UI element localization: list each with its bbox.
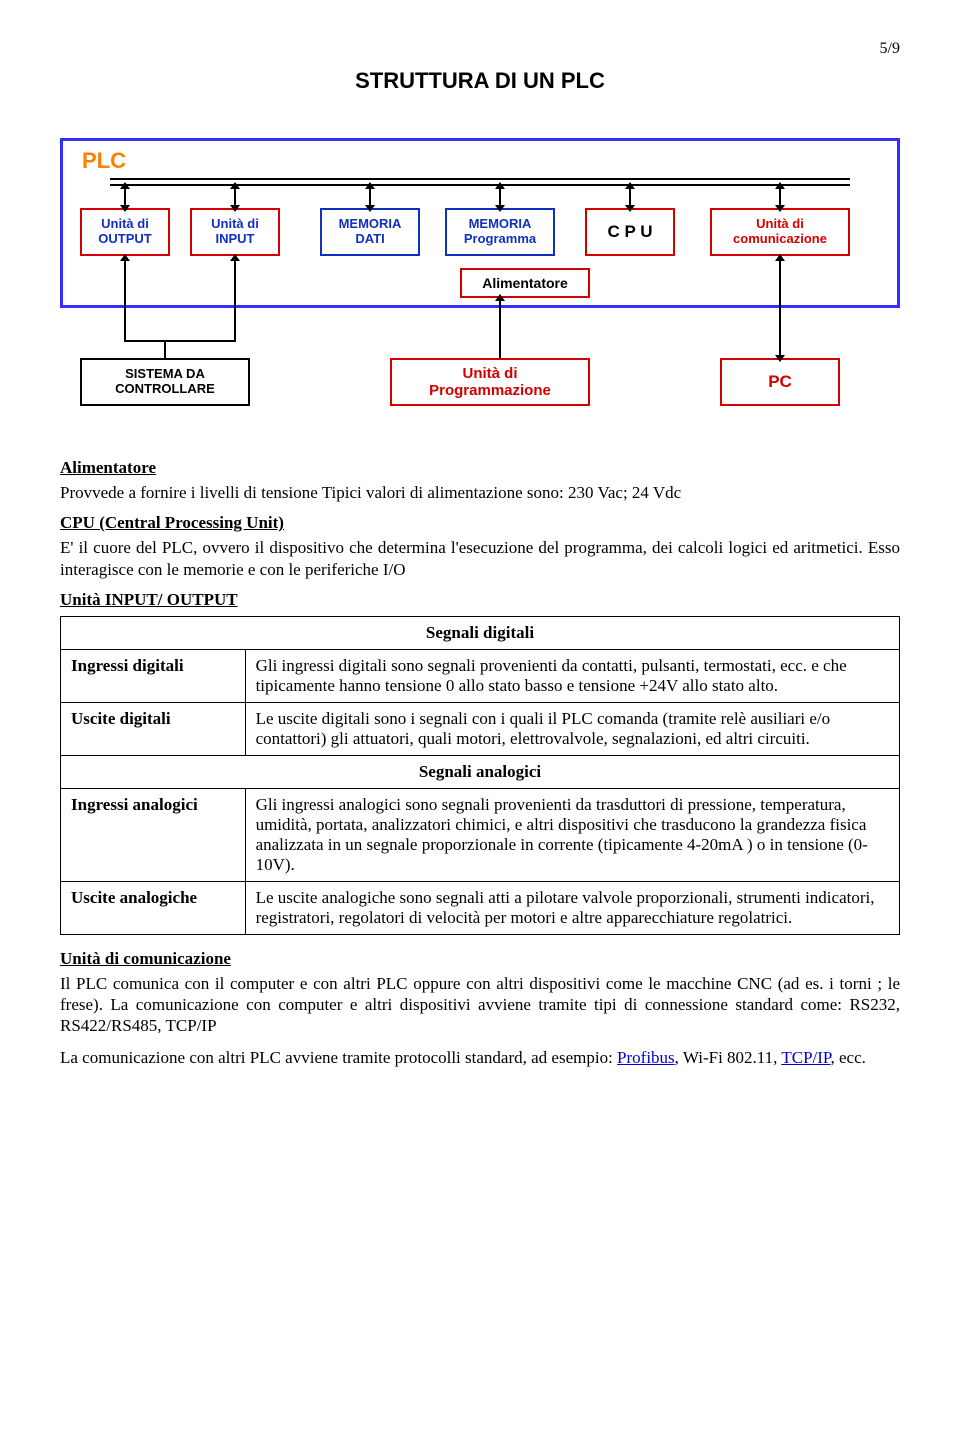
alimentatore-heading: Alimentatore	[60, 458, 156, 477]
conn-cpu	[629, 188, 631, 206]
plc-diagram: PLC Unità diOUTPUT Unità diINPUT MEMORIA…	[60, 108, 900, 438]
plc-label: PLC	[82, 148, 126, 174]
row-ingressi-analogici-label: Ingressi analogici	[61, 788, 246, 881]
box-comm: Unità dicomunicazione	[710, 208, 850, 256]
section-cpu: CPU (Central Processing Unit) E' il cuor…	[60, 513, 900, 580]
section-io: Unità INPUT/ OUTPUT	[60, 590, 900, 610]
page-title: STRUTTURA DI UN PLC	[60, 68, 900, 94]
conn-memprog	[499, 188, 501, 206]
comm-p2-a: La comunicazione con altri PLC avviene t…	[60, 1048, 617, 1067]
alimentatore-text: Provvede a fornire i livelli di tensione…	[60, 482, 900, 503]
line-out-down	[124, 300, 126, 340]
hdr-digital: Segnali digitali	[61, 616, 900, 649]
row-uscite-analogiche-text: Le uscite analogiche sono segnali atti a…	[245, 881, 899, 934]
link-profibus[interactable]: Profibus	[617, 1048, 675, 1067]
page-number: 5/9	[60, 40, 900, 58]
arrow-in-sys	[234, 260, 236, 300]
row-ingressi-analogici-text: Gli ingressi analogici sono segnali prov…	[245, 788, 899, 881]
row-uscite-digitali-text: Le uscite digitali sono i segnali con i …	[245, 702, 899, 755]
conn-output	[124, 188, 126, 206]
box-mem-prog: MEMORIAProgramma	[445, 208, 555, 256]
line-in-down	[234, 300, 236, 340]
conn-comm	[779, 188, 781, 206]
row-ingressi-digitali-label: Ingressi digitali	[61, 649, 246, 702]
comunicazione-p1: Il PLC comunica con il computer e con al…	[60, 973, 900, 1037]
row-uscite-analogiche-label: Uscite analogiche	[61, 881, 246, 934]
hdr-analog: Segnali analogici	[61, 755, 900, 788]
bus-top	[110, 178, 850, 180]
signals-table: Segnali digitali Ingressi digitali Gli i…	[60, 616, 900, 935]
comm-p2-b: , Wi-Fi 802.11,	[675, 1048, 782, 1067]
line-sys-drop	[164, 340, 166, 358]
row-uscite-digitali-label: Uscite digitali	[61, 702, 246, 755]
box-sistema: SISTEMA DACONTROLLARE	[80, 358, 250, 406]
conn-input	[234, 188, 236, 206]
box-pc: PC	[720, 358, 840, 406]
comunicazione-heading: Unità di comunicazione	[60, 949, 231, 968]
arrow-out-sys	[124, 260, 126, 300]
row-ingressi-digitali-text: Gli ingressi digitali sono segnali prove…	[245, 649, 899, 702]
box-output: Unità diOUTPUT	[80, 208, 170, 256]
cpu-heading: CPU (Central Processing Unit)	[60, 513, 284, 532]
link-tcpip[interactable]: TCP/IP	[781, 1048, 830, 1067]
box-alimentatore: Alimentatore	[460, 268, 590, 298]
comunicazione-p2: La comunicazione con altri PLC avviene t…	[60, 1047, 900, 1068]
section-comunicazione: Unità di comunicazione Il PLC comunica c…	[60, 949, 900, 1068]
box-input: Unità diINPUT	[190, 208, 280, 256]
cpu-text: E' il cuore del PLC, ovvero il dispositi…	[60, 537, 900, 580]
io-heading: Unità INPUT/ OUTPUT	[60, 590, 238, 609]
conn-memdati	[369, 188, 371, 206]
box-cpu: C P U	[585, 208, 675, 256]
line-io-join	[124, 340, 236, 342]
box-prog-unit: Unità diProgrammazione	[390, 358, 590, 406]
section-alimentatore: Alimentatore Provvede a fornire i livell…	[60, 458, 900, 503]
box-mem-dati: MEMORIADATI	[320, 208, 420, 256]
arrow-comm-pc	[779, 260, 781, 356]
bus-bottom	[110, 184, 850, 186]
arrow-memprog-progunit	[499, 300, 501, 358]
comm-p2-c: , ecc.	[831, 1048, 866, 1067]
